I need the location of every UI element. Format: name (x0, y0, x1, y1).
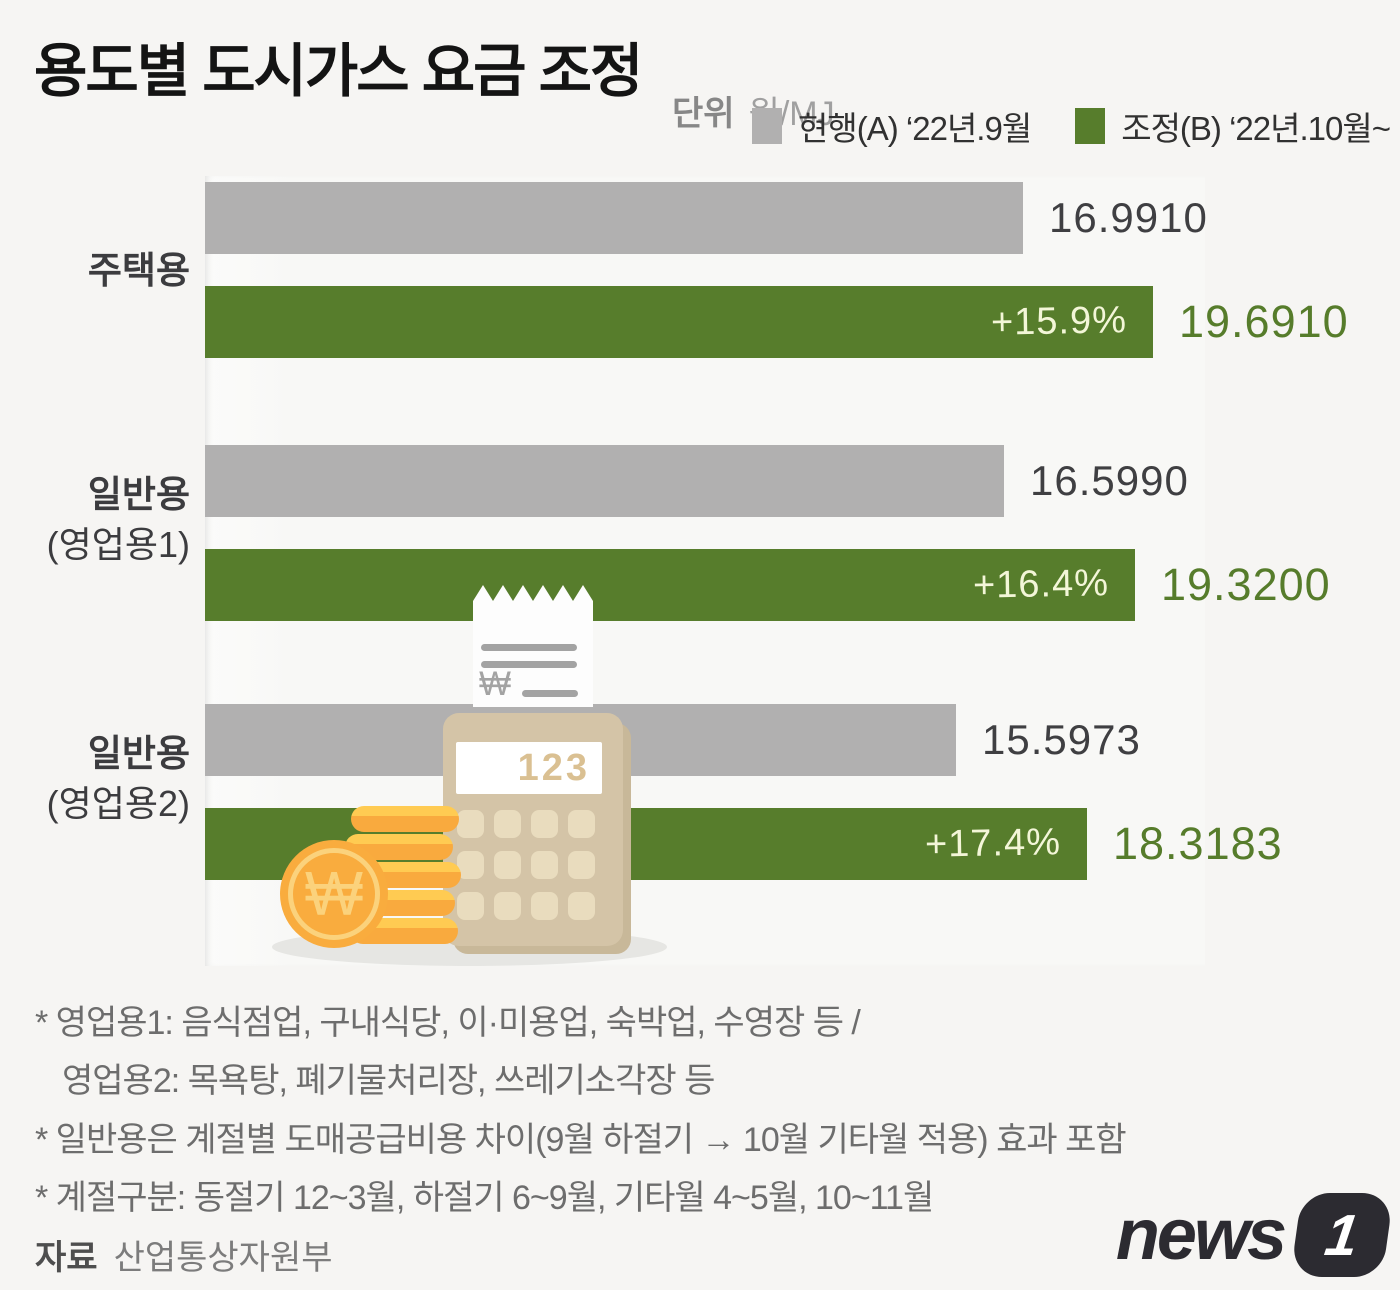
won-coin-illustration: ₩ (280, 840, 388, 948)
bar-value-adjusted: 19.6910 (1179, 296, 1349, 347)
footnote-3: * 일반용은 계절별 도매공급비용 차이(9월 하절기 → 10월 기타월 적용… (35, 1121, 1127, 1159)
coin-ring (288, 848, 380, 940)
category-label-line1: 일반용 (87, 732, 190, 774)
calculator-key (531, 851, 558, 879)
receipt-illustration: ₩ (473, 585, 593, 707)
bar-adjusted: +15.9% (205, 286, 1153, 358)
unit-label: 단위 (672, 95, 735, 133)
coin-edge (351, 806, 459, 832)
bar-adjusted: +16.4% (205, 549, 1135, 621)
news1-logo-badge: 1 (1290, 1193, 1394, 1277)
category-label-line1: 일반용 (87, 473, 190, 515)
source-value: 산업통상자원부 (113, 1239, 333, 1277)
calculator-key (531, 810, 558, 838)
legend-item-current: 현행(A) ‘22년.9월 (752, 102, 1032, 150)
bar-value-adjusted: 18.3183 (1113, 818, 1283, 869)
calculator-key (568, 810, 595, 838)
calculator-key (494, 892, 521, 920)
change-percent-label: +17.4% (924, 821, 1062, 866)
change-percent-label: +16.4% (972, 562, 1110, 607)
calculator-key (568, 851, 595, 879)
calculator-key (457, 851, 484, 879)
receipt-line (481, 644, 577, 651)
category-label: 일반용 (영업용2) (0, 690, 190, 867)
source-label: 자료 (35, 1239, 98, 1277)
bar-group-residential: 주택용 16.9910 +15.9% 19.6910 (0, 182, 1400, 359)
bar-group-general2: 일반용 (영업용2) 15.5973 +17.4% 18.3183 (0, 704, 1400, 881)
calculator-keys (457, 810, 595, 920)
category-label: 주택용 (0, 182, 190, 359)
won-symbol-icon: ₩ (304, 859, 364, 929)
calculator-key (568, 892, 595, 920)
news1-logo-badge-number: 1 (1321, 1202, 1363, 1268)
footnote-2: 영업용2: 목욕탕, 폐기물처리장, 쓰레기소각장 등 (62, 1062, 715, 1100)
legend-item-adjusted: 조정(B) ‘22년.10월~ (1075, 102, 1391, 150)
legend-label-adjusted: 조정(B) ‘22년.10월~ (1121, 110, 1391, 147)
news1-logo: news 1 (1115, 1193, 1394, 1277)
bar-value-current: 15.5973 (982, 716, 1141, 763)
source-line: 자료 산업통상자원부 (35, 1230, 333, 1279)
calculator-display: 123 (456, 742, 602, 794)
chart-legend: 현행(A) ‘22년.9월 조정(B) ‘22년.10월~ (752, 102, 1391, 150)
legend-swatch-current-icon (752, 108, 783, 144)
change-percent-label: +15.9% (990, 299, 1128, 344)
calculator-illustration: 123 (443, 713, 623, 946)
won-symbol-icon: ₩ (479, 665, 512, 703)
category-label-line2: (영업용2) (46, 782, 190, 824)
bar-value-current: 16.9910 (1049, 194, 1208, 241)
bar-group-general1: 일반용 (영업용1) 16.5990 +16.4% 19.3200 (0, 445, 1400, 622)
bar-current (205, 445, 1004, 517)
calculator-key (457, 810, 484, 838)
category-label-line2: (영업용1) (46, 523, 190, 565)
bar-current (205, 182, 1023, 254)
legend-label-current: 현행(A) ‘22년.9월 (798, 110, 1032, 147)
bar-value-adjusted: 19.3200 (1161, 559, 1331, 610)
calculator-key (494, 851, 521, 879)
footnote-1: * 영업용1: 음식점업, 구내식당, 이·미용업, 숙박업, 수영장 등 / (35, 1004, 861, 1042)
receipt-line (522, 690, 578, 697)
receipt-line (481, 661, 577, 668)
bar-value-current: 16.5990 (1030, 457, 1189, 504)
page-title: 용도별 도시가스 요금 조정 (34, 39, 643, 104)
footnote-4: * 계절구분: 동절기 12~3월, 하절기 6~9월, 기타월 4~5월, 1… (35, 1179, 934, 1217)
calculator-key (457, 892, 484, 920)
category-label: 일반용 (영업용1) (0, 431, 190, 608)
calculator-key (531, 892, 558, 920)
legend-swatch-adjusted-icon (1075, 108, 1106, 144)
category-label-line1: 주택용 (87, 249, 190, 291)
news1-logo-text: news (1115, 1195, 1287, 1275)
calculator-key (494, 810, 521, 838)
